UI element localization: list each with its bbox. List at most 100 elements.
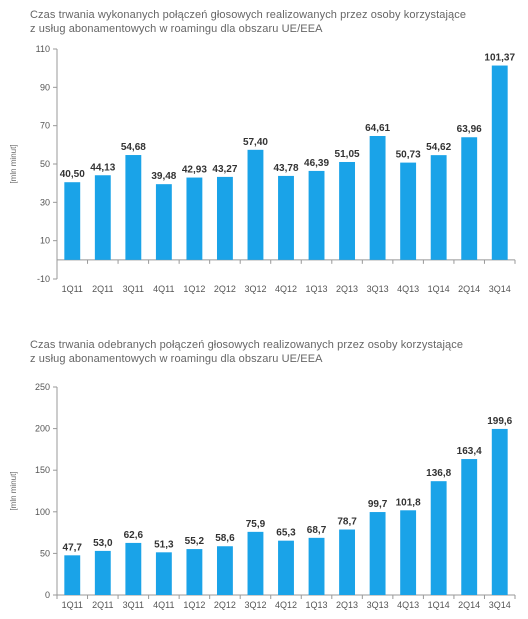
chart1-bar [125,155,142,260]
chart2-bar [430,481,447,595]
chart2-data-label: 53,0 [93,538,113,549]
chart2-y-tick-label: 100 [35,507,50,517]
chart2-bar [216,546,233,595]
chart1-category-label: 1Q14 [428,284,450,294]
chart2-bar [186,549,203,595]
chart1-category-label: 3Q12 [244,284,266,294]
chart1-category-label: 3Q14 [489,284,511,294]
chart1-y-tick-label: -10 [37,274,50,284]
chart2-bar [125,542,142,595]
chart2-y-tick-label: 0 [45,590,50,600]
chart1-title-line-1: Czas trwania wykonanych połączeń głosowy… [30,9,467,21]
chart1-bar [339,161,356,260]
chart2-category-label: 4Q11 [153,600,174,610]
chart2-category-label: 2Q14 [458,600,480,610]
chart2-y-tick-label: 250 [35,382,50,392]
chart2-data-label: 75,9 [246,519,266,530]
chart1-data-label: 54,62 [426,142,451,153]
chart2-bar [339,529,356,595]
chart1-bar [278,175,294,260]
chart2-data-label: 68,7 [307,525,327,536]
chart1-data-label: 46,39 [304,158,329,169]
chart2-y-axis-label: [mln minut] [9,471,18,510]
chart1-data-label: 101,37 [484,53,515,64]
chart1-data-label: 42,93 [182,165,207,176]
chart2-bar [155,552,172,595]
chart2-y-tick-label: 50 [40,548,50,558]
chart2-data-label: 51,3 [154,539,174,550]
chart1-y-axis-label: [mln minut] [9,144,18,183]
chart2-category-label: 3Q14 [489,600,511,610]
chart2-title-line-1: Czas trwania odebranych połączeń głosowy… [30,339,464,351]
chart1-category-label: 1Q13 [306,284,328,294]
chart1-category-label: 4Q13 [397,284,419,294]
chart1-data-label: 44,13 [90,162,115,173]
chart1-bar [461,137,478,260]
chart1-bar [308,170,325,260]
chart1-y-tick-label: 50 [40,159,50,169]
chart1-y-tick-label: 30 [40,197,50,207]
chart1-y-tick-label: 110 [36,44,50,54]
chart2-category-label: 2Q12 [214,600,236,610]
chart1-category-label: 2Q14 [458,284,480,294]
chart2-bar [461,459,478,595]
chart1-category-label: 2Q13 [336,284,358,294]
chart1-category-label: 3Q13 [367,284,389,294]
chart2-data-label: 78,7 [337,517,357,528]
chart2-data-label: 99,7 [368,499,388,510]
chart1-plot: -10 10 30 50 70 90 110 [mln minut] 40,50 1Q11 44,1… [9,44,516,294]
chart1-title-line-2: z usług abonamentowych w roamingu dla ob… [30,23,323,35]
chart1-bar [94,175,111,260]
chart1-bar [491,65,508,260]
chart2-bar [369,512,386,595]
chart1-y-tick-label: 70 [40,121,50,131]
chart2-category-label: 3Q11 [123,600,144,610]
chart1-category-label: 3Q11 [123,284,144,294]
chart1-bar [369,135,386,260]
chart1-data-label: 43,78 [273,163,298,174]
chart1-category-label: 1Q12 [183,284,205,294]
chart1-title: Czas trwania wykonanych połączeń głosowy… [30,8,466,36]
chart1-category-label: 4Q11 [153,284,174,294]
chart2-data-label: 47,7 [63,542,83,553]
chart2-category-label: 2Q13 [336,600,358,610]
chart1-data-label: 39,48 [151,171,176,182]
chart2-bar [278,540,294,595]
chart2-category-label: 3Q13 [367,600,389,610]
chart2-category-label: 1Q14 [428,600,450,610]
chart1-data-label: 43,27 [212,164,237,175]
chart2-data-label: 163,4 [457,446,482,457]
chart1-bar [247,149,264,260]
chart1-bar [216,176,233,260]
chart2-category-label: 1Q13 [306,600,328,610]
chart2-y-tick-label: 200 [35,424,50,434]
chart1-bar [186,177,203,260]
chart1-data-label: 57,40 [243,137,268,148]
chart1-bar [430,155,447,260]
chart1-bar [400,162,417,260]
chart2-bar [94,550,111,595]
chart1-category-label: 1Q11 [62,284,83,294]
chart1-category-label: 2Q12 [214,284,236,294]
chart2-data-label: 55,2 [185,536,205,547]
chart1-data-label: 50,73 [396,150,421,161]
chart2-bar [64,555,81,595]
chart2-data-label: 136,8 [426,468,451,479]
chart2-y-tick-label: 150 [35,465,50,475]
chart2-category-label: 2Q11 [92,600,113,610]
chart1-data-label: 51,05 [335,149,360,160]
chart2-data-label: 65,3 [276,528,296,539]
chart1-y-tick-label: 10 [40,236,50,246]
chart2-bar [308,537,325,595]
chart2-data-label: 199,6 [487,416,512,427]
chart2-category-label: 1Q12 [183,600,205,610]
chart2-title: Czas trwania odebranych połączeń głosowy… [30,338,463,366]
chart2-bar [400,510,417,595]
chart1-data-label: 54,68 [121,142,146,153]
chart1-data-label: 63,96 [457,124,482,135]
chart1-bar [64,182,81,260]
chart2-category-label: 4Q13 [397,600,419,610]
chart1-category-label: 4Q12 [275,284,297,294]
chart2-category-label: 4Q12 [275,600,297,610]
